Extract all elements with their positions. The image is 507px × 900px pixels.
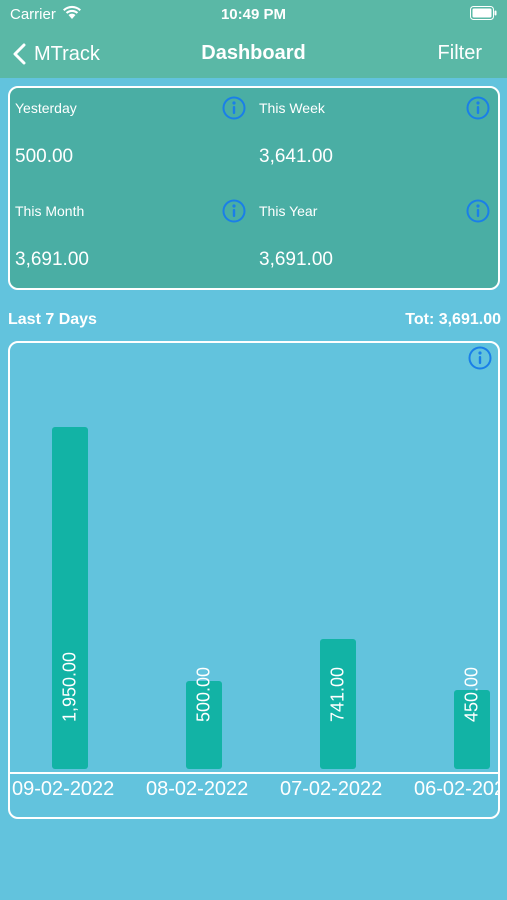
chart-total: Tot: 3,691.00 [405,311,501,328]
bar-value-label: 450.00 [461,666,482,722]
summary-value: 3,691.00 [259,249,333,270]
x-tick-label: 06-02-2022 [414,778,498,800]
filter-button[interactable]: Filter [437,42,482,64]
summary-label: This Week [259,100,325,116]
chart-bar: 741.00 [320,639,356,769]
summary-label: This Year [259,203,318,219]
chart-bar: 500.00 [186,667,222,769]
battery-icon [470,6,497,20]
summary-this-week: This Week 3,641.00 [254,88,498,188]
status-bar: Carrier 10:49 PM [0,0,507,30]
chart-section-title: Last 7 Days [8,311,97,328]
chevron-left-icon [13,43,26,65]
carrier-label: Carrier [10,6,56,23]
summary-value: 3,691.00 [15,249,89,270]
status-time: 10:49 PM [220,6,287,23]
bar-value-label: 741.00 [327,666,348,722]
info-icon[interactable] [468,346,492,370]
bar-chart: 1,950.00 500.00 741.00 450.00 09-02-2022 08-… [8,341,500,819]
summary-label: This Month [15,203,85,219]
summary-yesterday: Yesterday 500.00 [10,88,254,188]
x-tick-label: 08-02-2022 [146,778,249,800]
summary-value: 3,641.00 [259,146,333,167]
summary-value: 500.00 [15,146,74,167]
chart-bar: 450.00 [454,667,490,769]
bar-value-label: 500.00 [193,666,214,722]
summary-this-year: This Year 3,691.00 [254,191,498,291]
bar-value-label: 1,950.00 [59,651,80,722]
info-icon[interactable] [222,96,246,120]
chart-bar: 1,950.00 [52,427,88,769]
back-button-label: MTrack [34,42,100,65]
wifi-icon [63,5,81,19]
navigation-bar: MTrack Dashboard Filter [0,30,507,78]
info-icon[interactable] [466,199,490,223]
x-axis-line [10,772,498,774]
info-icon[interactable] [222,199,246,223]
x-tick-label: 07-02-2022 [280,778,383,800]
info-icon[interactable] [466,96,490,120]
summary-card: Yesterday 500.00 This Week 3,641.00 This… [8,86,500,290]
x-tick-label: 09-02-2022 [12,778,115,800]
summary-label: Yesterday [15,100,77,116]
back-button[interactable]: MTrack [12,38,100,70]
chart-section-header: Last 7 Days Tot: 3,691.00 [8,311,501,331]
summary-this-month: This Month 3,691.00 [10,191,254,291]
